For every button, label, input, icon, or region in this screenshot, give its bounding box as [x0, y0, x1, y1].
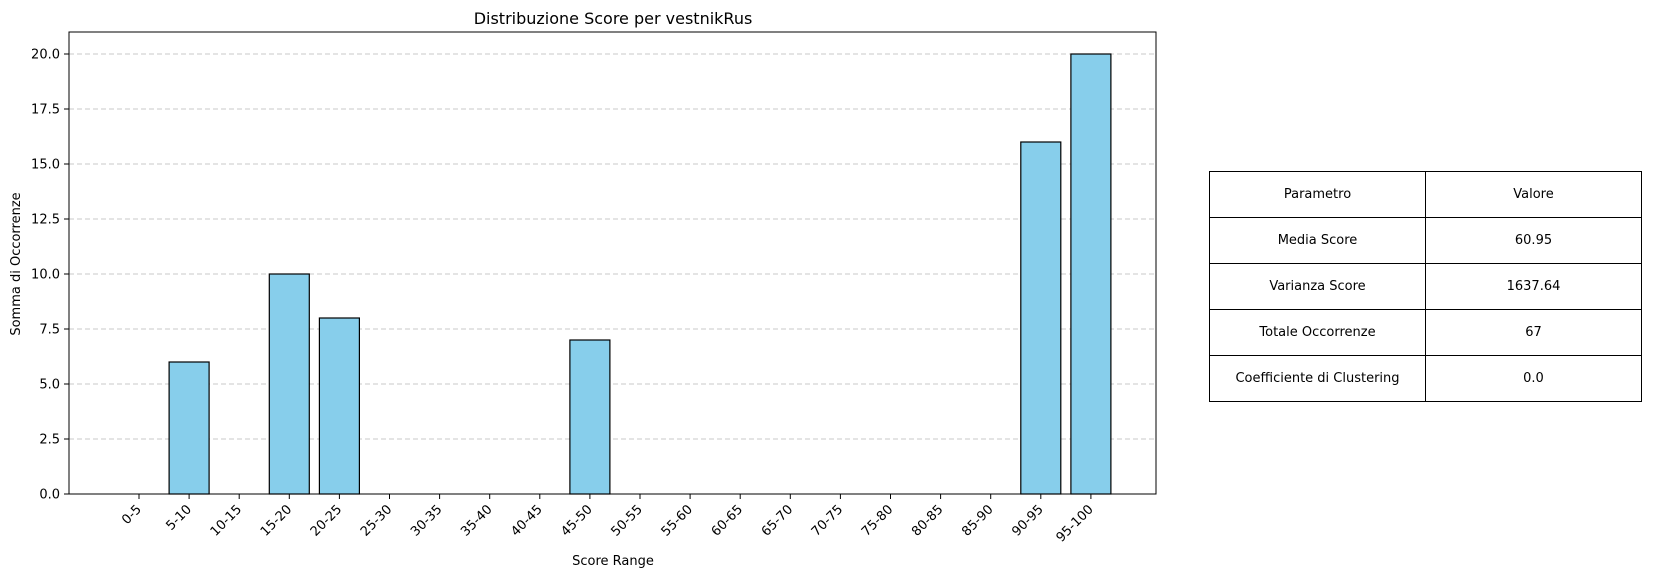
x-tick-label: 85-90 — [959, 502, 996, 539]
x-tick-label: 45-50 — [558, 502, 595, 539]
bar-95-100 — [1070, 53, 1112, 495]
chart-title: Distribuzione Score per vestnikRus — [474, 9, 753, 28]
y-tick-label: 10.0 — [31, 268, 60, 283]
x-tick-label: 50-55 — [609, 502, 646, 539]
x-ticks: 0-5 5-10 10-15 15-20 20-25 25-30 30-35 35-40 40-… — [119, 494, 1097, 545]
param-value-cell: 1637.64 — [1425, 263, 1642, 310]
bar-20-25 — [318, 317, 360, 495]
y-tick-label: 7.5 — [39, 323, 60, 338]
x-tick-label: 75-80 — [859, 502, 896, 539]
param-value-cell: 67 — [1425, 309, 1642, 356]
table-header-cell: Parametro — [1209, 171, 1426, 218]
table-row: Varianza Score 1637.64 — [1209, 263, 1642, 310]
bars — [168, 53, 1112, 495]
stats-table: Parametro Valore Media Score 60.95 Varianza … — [1209, 171, 1642, 402]
x-tick-label: 80-85 — [909, 502, 946, 539]
table-header-row: Parametro Valore — [1209, 171, 1642, 218]
table-row: Totale Occorrenze 67 — [1209, 309, 1642, 356]
x-tick-label: 70-75 — [809, 502, 846, 539]
y-tick-label: 2.5 — [39, 433, 60, 448]
y-tick-label: 20.0 — [31, 48, 60, 63]
table-header-cell: Valore — [1425, 171, 1642, 218]
x-tick-label: 20-25 — [308, 502, 345, 539]
x-tick-label: 15-20 — [258, 502, 295, 539]
x-tick-label: 55-60 — [659, 502, 696, 539]
param-value-cell: 0.0 — [1425, 355, 1642, 402]
plot-frame — [68, 31, 1157, 495]
bar-90-95 — [1020, 141, 1062, 495]
bar-5-10 — [168, 361, 210, 495]
x-tick-label: 25-30 — [358, 502, 395, 539]
y-tick-label: 17.5 — [31, 103, 60, 118]
x-tick-label: 30-35 — [408, 502, 445, 539]
y-tick-label: 5.0 — [39, 378, 60, 393]
x-tick-label: 35-40 — [458, 502, 495, 539]
bar-15-20 — [268, 273, 310, 495]
y-tick-label: 0.0 — [39, 488, 60, 503]
x-tick-label: 0-5 — [119, 502, 145, 528]
x-tick-label: 40-45 — [508, 502, 545, 539]
table-row: Media Score 60.95 — [1209, 217, 1642, 264]
param-value-cell: 60.95 — [1425, 217, 1642, 264]
bar-45-50 — [569, 339, 611, 495]
param-name-cell: Coefficiente di Clustering — [1209, 355, 1426, 402]
x-tick-label: 95-100 — [1054, 502, 1097, 545]
param-name-cell: Totale Occorrenze — [1209, 309, 1426, 356]
table-row: Coefficiente di Clustering 0.0 — [1209, 355, 1642, 402]
grid-lines — [69, 53, 1156, 440]
y-ticks: 0.0 2.5 5.0 7.5 10.0 12.5 15.0 17.5 20.0 — [31, 48, 69, 503]
y-axis-label: Somma di Occorrenze — [9, 192, 24, 335]
x-tick-label: 5-10 — [163, 502, 194, 533]
x-tick-label: 90-95 — [1009, 502, 1046, 539]
x-tick-label: 60-65 — [709, 502, 746, 539]
y-tick-label: 15.0 — [31, 158, 60, 173]
x-axis-label: Score Range — [572, 554, 654, 569]
param-name-cell: Varianza Score — [1209, 263, 1426, 310]
x-tick-label: 10-15 — [208, 502, 245, 539]
param-name-cell: Media Score — [1209, 217, 1426, 264]
x-tick-label: 65-70 — [759, 502, 796, 539]
y-tick-label: 12.5 — [31, 213, 60, 228]
